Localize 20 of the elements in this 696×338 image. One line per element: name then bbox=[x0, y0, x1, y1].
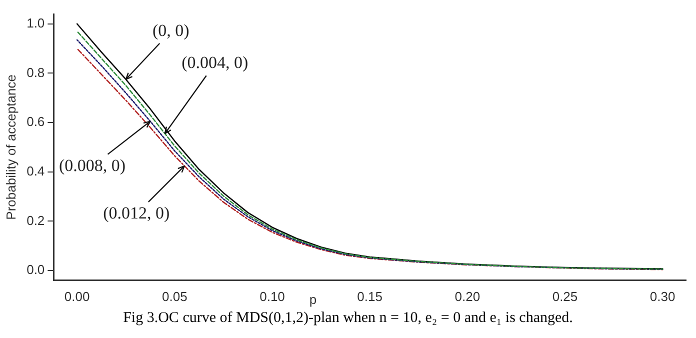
y-tick-label: 1.0 bbox=[26, 15, 45, 30]
x-axis-title: p bbox=[309, 292, 317, 308]
x-tick-label: 0.25 bbox=[552, 288, 578, 304]
x-tick-label: 0.20 bbox=[454, 288, 480, 304]
y-tick-label: 0.4 bbox=[26, 163, 45, 178]
x-tick-label: 0.30 bbox=[650, 288, 676, 304]
x-tick-label: 0.00 bbox=[64, 288, 90, 304]
caption: Fig 3.OC curve of MDS(0,1,2)-plan when n = 10, e₂ = 0 and e₁ is changed. bbox=[122, 310, 574, 327]
y-tick-label: 0.8 bbox=[26, 64, 45, 80]
y-tick-label: 0.0 bbox=[26, 262, 45, 278]
x-tick-label: 0.10 bbox=[260, 288, 285, 304]
y-axis-title: Probability of acceptance bbox=[3, 74, 18, 220]
x-tick-label: 0.05 bbox=[162, 288, 188, 304]
annotation: (0, 0) bbox=[152, 20, 190, 40]
y-tick-label: 0.6 bbox=[26, 114, 45, 130]
annotation: (0.008, 0) bbox=[58, 156, 126, 175]
annotation: (0.012, 0) bbox=[103, 203, 170, 222]
annotation: (0.004, 0) bbox=[182, 53, 248, 72]
y-tick-label: 0.2 bbox=[26, 212, 45, 228]
x-tick-label: 0.15 bbox=[357, 288, 382, 304]
